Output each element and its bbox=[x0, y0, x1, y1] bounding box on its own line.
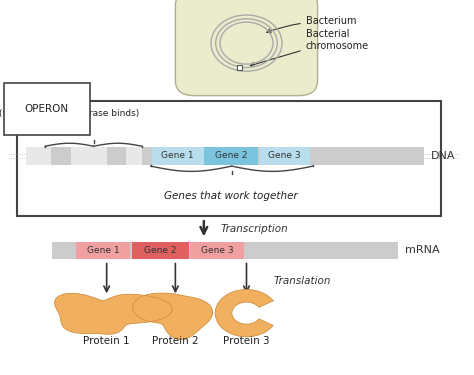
Bar bbox=[76, 242, 130, 259]
FancyBboxPatch shape bbox=[175, 0, 318, 96]
Text: Translation: Translation bbox=[274, 276, 331, 286]
Bar bbox=[26, 147, 51, 165]
Text: Bacterium: Bacterium bbox=[267, 16, 356, 33]
Bar bbox=[190, 242, 244, 259]
Bar bbox=[26, 147, 424, 165]
Bar bbox=[126, 147, 142, 165]
Text: Gene 1: Gene 1 bbox=[162, 152, 194, 160]
Bar bbox=[260, 147, 310, 165]
Polygon shape bbox=[55, 293, 172, 334]
Text: Gene 3: Gene 3 bbox=[201, 246, 233, 255]
Text: mRNA: mRNA bbox=[405, 245, 440, 255]
Bar bbox=[237, 65, 242, 70]
Text: Gene 3: Gene 3 bbox=[268, 152, 301, 160]
Bar bbox=[132, 242, 189, 259]
Bar bbox=[71, 147, 107, 165]
Text: Gene 1: Gene 1 bbox=[87, 246, 119, 255]
Bar bbox=[152, 147, 204, 165]
Text: Promoter
(where RNA polymerase binds): Promoter (where RNA polymerase binds) bbox=[0, 99, 139, 118]
Text: DNA: DNA bbox=[431, 151, 456, 161]
Text: Gene 2: Gene 2 bbox=[215, 152, 247, 160]
Text: Protein 2: Protein 2 bbox=[152, 336, 199, 346]
Text: Bacterial
chromosome: Bacterial chromosome bbox=[250, 29, 369, 66]
Polygon shape bbox=[133, 293, 213, 339]
Polygon shape bbox=[215, 290, 273, 337]
Text: Protein 3: Protein 3 bbox=[223, 336, 270, 346]
Text: Gene 2: Gene 2 bbox=[144, 246, 176, 255]
FancyBboxPatch shape bbox=[17, 101, 441, 216]
Bar bbox=[52, 242, 398, 259]
Bar bbox=[204, 147, 258, 165]
Text: Protein 1: Protein 1 bbox=[83, 336, 130, 346]
Text: OPERON: OPERON bbox=[25, 104, 69, 114]
Text: Transcription: Transcription bbox=[220, 224, 288, 234]
Text: Genes that work together: Genes that work together bbox=[164, 191, 298, 201]
